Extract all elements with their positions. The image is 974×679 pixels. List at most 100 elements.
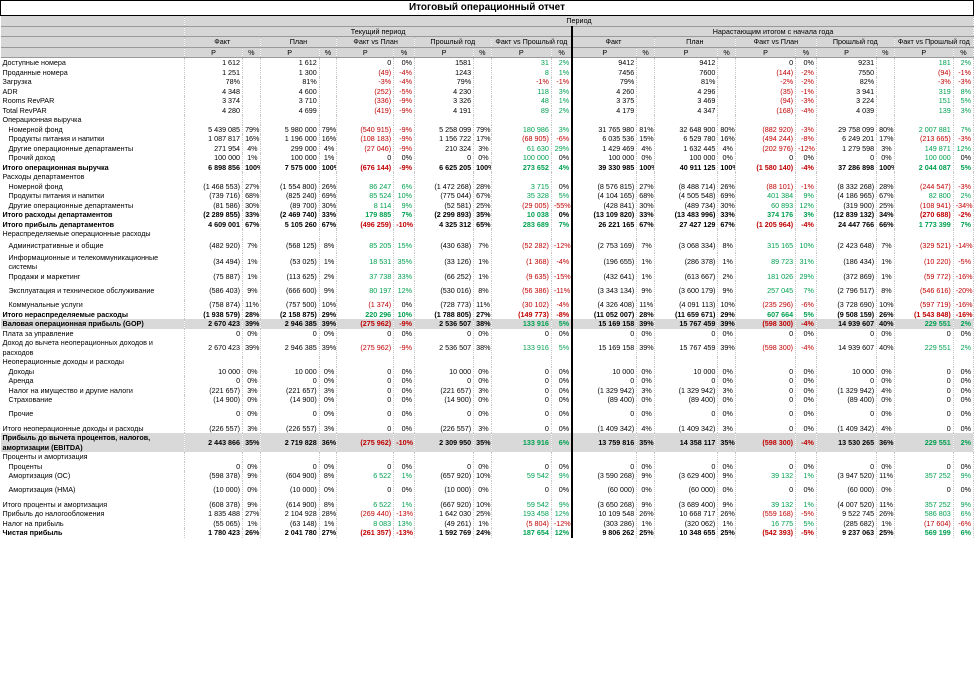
row-label: Аренда [0,376,186,386]
cell: (1 329 942) [816,385,878,395]
cell: 5% [953,162,974,172]
cell: 10% [876,300,895,310]
table-row: Доходы 10 000 0% 10 000 0% 0 0% 10 000 0% 0 0% 10 0… [0,366,974,376]
cell: (226 557) [414,423,475,433]
cell: 100 000 [184,153,244,163]
row-label: Итого неоперационные доходы и расходы [0,423,186,433]
cell: -3% [953,134,974,144]
unit-rub: Р [571,47,638,58]
cell [393,115,415,125]
cell [184,115,244,125]
table-row: Прочие 0 0% 0 0% 0 0% 0 0% 0 0% 0 0% 0 0% 0 0% 0 0% 0 0% [0,404,974,424]
cell: 1 592 769 [414,528,475,538]
cell: 1 196 000 [260,134,320,144]
cell: 0% [393,366,415,376]
cell: 3 224 [816,96,878,106]
cell [795,357,817,367]
cell: 18 531 [336,252,395,272]
cell: 0% [876,366,895,376]
cell: 0% [953,366,974,376]
table-row: Другие операционные департаменты 271 954 4… [0,143,974,153]
cell: 29 758 099 [816,124,878,134]
cell: -16% [953,271,974,281]
cell: 0 [735,461,797,471]
cell: (1 543 848) [894,309,954,319]
cell: 48 [491,96,552,106]
cell: 10% [319,300,338,310]
cell: 4 296 [654,86,719,96]
cell: 39 132 [735,471,797,481]
cell: 0% [473,395,492,405]
cell: (598 300) [735,338,797,357]
cell: -16% [953,309,974,319]
cell: -1% [795,86,817,96]
cell [876,96,895,106]
cell: 0% [393,423,415,433]
cell: 79% [319,124,338,134]
cell: 0 [491,385,552,395]
cell: 11% [876,499,895,509]
cell: 34% [876,210,895,220]
cell: 79% [473,124,492,134]
cell: (542 393) [735,528,797,538]
cell: 0 [894,385,954,395]
cell: 0 [735,57,797,68]
cell: 0% [953,328,974,338]
cell: (2 423 648) [816,238,878,253]
cell: (89 400) [654,395,719,405]
cell: 79% [242,124,261,134]
cell: (10 000) [414,480,475,500]
cell: 1% [717,252,736,272]
cell: 12% [551,528,573,538]
cell: 0% [876,461,895,471]
cell: 26 221 165 [571,219,638,229]
cell: 24% [473,528,492,538]
cell: 0% [795,423,817,433]
cell: -1% [491,77,552,87]
table-row: Эксплуатация и техническое обслуживание(… [0,281,974,300]
cell: (3 650 268) [571,499,638,509]
cell: 0% [551,480,573,500]
unit-rub: Р [260,47,320,58]
cell: 8 114 [336,200,395,210]
table-row: Амортизация (НМА) (10 000) 0% (10 000) 0% 0 0%… [0,480,974,500]
cell: 1% [393,499,415,509]
cell: -4% [551,300,573,310]
row-label: Проданные номера [0,67,186,77]
cell: (482 920) [184,238,244,253]
cell: 2% [953,338,974,357]
cell: 187 654 [491,528,552,538]
cell: 0 [654,328,719,338]
cell: 100 000 [571,153,638,163]
cell: 118 [491,86,552,96]
cell [795,172,817,182]
cell: 8 083 [336,518,395,528]
cell: 0% [473,404,492,424]
cell: 8 [491,67,552,77]
cell: (235 296) [735,300,797,310]
cell: 33% [717,210,736,220]
cell: 6% [953,528,974,538]
cell: -20% [953,281,974,300]
cell [654,115,719,125]
cell: -9% [393,105,415,115]
cell: 299 000 [260,143,320,153]
cell: 0% [473,366,492,376]
cell: 229 551 [894,338,954,357]
cell: 7% [953,219,974,229]
cell: -2% [795,77,817,87]
cell [717,77,736,87]
cell: 2 946 385 [260,338,320,357]
cell: 4 325 312 [414,219,475,229]
row-label: Другие операционные департаменты [0,143,186,153]
cell: 1% [795,471,817,481]
cell: 0% [551,328,573,338]
cell: 67% [242,219,261,229]
cell: 28% [319,509,338,519]
cell: 0 [894,395,954,405]
cell: (34 494) [184,252,244,272]
cell: 0% [876,480,895,500]
cell: 9% [636,281,655,300]
cell [876,77,895,87]
cell: 0% [551,385,573,395]
